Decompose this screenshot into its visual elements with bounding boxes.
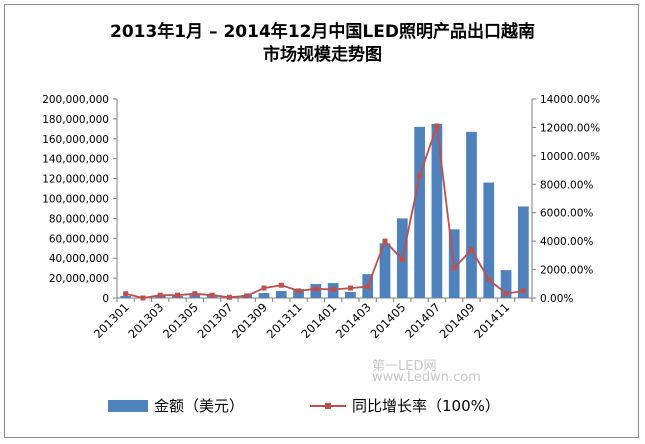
growth-point [382, 238, 388, 244]
y-left-tick-label: 160,000,000 [42, 134, 109, 146]
growth-point [209, 292, 215, 298]
y-right-tick-label: 14000.00% [540, 94, 600, 106]
legend-line: 同比增长率（100%） [310, 396, 500, 416]
growth-point [175, 292, 181, 298]
growth-point [140, 295, 146, 301]
x-tick-label: 201403 [333, 300, 374, 341]
chart-frame [4, 4, 639, 438]
legend-line-swatch [310, 400, 346, 412]
growth-point [503, 291, 509, 297]
y-left-tick-label: 100,000,000 [42, 194, 109, 206]
x-tick-label: 201401 [298, 300, 339, 341]
growth-point [347, 285, 353, 291]
watermark-line1: 第一LED网 [372, 359, 437, 374]
growth-point [123, 291, 129, 297]
x-tick-label: 201405 [367, 300, 408, 341]
growth-point [330, 286, 336, 292]
bar [345, 292, 356, 298]
y-left-tick-label: 200,000,000 [42, 94, 109, 106]
legend-bar-swatch [108, 400, 148, 412]
y-left-tick-label: 60,000,000 [49, 233, 109, 245]
bar [275, 291, 287, 298]
y-left-tick-label: 140,000,000 [42, 154, 109, 166]
bar [293, 289, 304, 298]
bar [379, 243, 391, 298]
y-left-tick-label: 80,000,000 [49, 213, 109, 225]
y-left-tick-label: 20,000,000 [49, 273, 109, 285]
x-tick-label: 201301 [91, 300, 132, 341]
growth-point [451, 265, 457, 271]
bar [258, 293, 270, 298]
y-left-tick-label: 0 [102, 293, 109, 305]
growth-point [365, 284, 371, 290]
bar [517, 206, 529, 298]
bar [466, 131, 477, 298]
growth-line [125, 125, 524, 299]
x-tick-label: 201311 [264, 300, 305, 341]
growth-point [468, 247, 474, 253]
chart-title-line2: 市场规模走势图 [263, 45, 382, 65]
legend-bar-label: 金额（美元） [154, 397, 245, 415]
growth-point [244, 293, 250, 299]
bar [120, 296, 132, 298]
y-right-tick-label: 0.00% [540, 293, 573, 305]
growth-point [313, 286, 319, 292]
x-tick-label: 201409 [437, 300, 478, 341]
bar [414, 126, 425, 298]
watermark-line2: www.Ledwn.com [372, 370, 481, 385]
bar [500, 270, 512, 298]
y-left-tick-label: 120,000,000 [42, 174, 109, 186]
y-left-tick-label: 180,000,000 [42, 114, 109, 126]
x-tick-label: 201305 [160, 300, 201, 341]
chart-title-line1: 2013年1月 – 2014年12月中国LED照明产品出口越南 [109, 22, 535, 42]
bar [431, 123, 443, 298]
y-right-tick-label: 4000.00% [540, 236, 593, 248]
y-right-tick-label: 8000.00% [540, 179, 593, 191]
growth-point [399, 257, 405, 263]
growth-point [434, 123, 440, 129]
growth-point [486, 277, 492, 283]
growth-point [226, 294, 232, 300]
growth-point [417, 173, 423, 179]
x-tick-label: 201411 [471, 300, 512, 341]
growth-point [520, 288, 526, 294]
growth-point [261, 285, 267, 291]
y-right-tick-label: 6000.00% [540, 208, 593, 220]
legend-bar: 金额（美元） [108, 396, 244, 416]
y-left-tick-label: 40,000,000 [49, 253, 109, 265]
bar [189, 295, 201, 298]
x-tick-label: 201307 [195, 300, 236, 341]
y-right-tick-label: 10000.00% [540, 151, 600, 163]
bar [483, 182, 495, 298]
x-tick-label: 201407 [402, 300, 443, 341]
y-right-tick-label: 12000.00% [540, 122, 600, 134]
legend-line-label: 同比增长率（100%） [352, 397, 500, 415]
growth-point [157, 292, 163, 298]
growth-point [192, 291, 198, 297]
growth-point [296, 288, 302, 294]
y-right-tick-label: 2000.00% [540, 265, 593, 277]
growth-point [278, 282, 284, 288]
x-tick-label: 201309 [229, 300, 270, 341]
x-tick-label: 201303 [125, 300, 166, 341]
